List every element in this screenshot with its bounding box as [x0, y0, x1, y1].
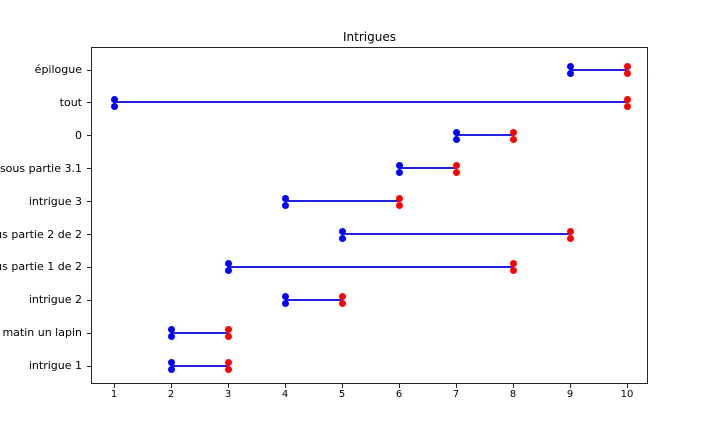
- end-marker-dot: [509, 267, 517, 275]
- x-tick-mark: [627, 384, 628, 388]
- end-marker-dot: [623, 63, 631, 70]
- start-marker-dot: [281, 194, 289, 202]
- y-tick-mark: [87, 332, 91, 334]
- start-marker-dot: [452, 135, 460, 143]
- start-marker-dot: [281, 201, 289, 209]
- interval-line: [399, 167, 456, 170]
- interval-line: [285, 298, 342, 301]
- end-marker-dot: [623, 102, 631, 110]
- x-tick-label: 3: [224, 389, 232, 400]
- interval-line: [171, 331, 228, 334]
- start-marker-dot: [281, 300, 289, 308]
- start-marker-dot: [110, 102, 118, 110]
- end-marker-dot: [338, 293, 346, 301]
- y-tick-label: intrigue 2: [28, 293, 82, 307]
- start-marker-dot: [167, 359, 175, 367]
- plot-area: [91, 47, 648, 384]
- y-tick-label: ous partie 2 de 2: [0, 227, 82, 241]
- y-tick-mark: [87, 201, 91, 203]
- start-marker-dot: [281, 293, 289, 301]
- x-tick-mark: [513, 384, 514, 388]
- start-marker-dot: [110, 95, 118, 103]
- x-tick-label: 10: [620, 389, 634, 400]
- end-marker-dot: [509, 128, 517, 136]
- x-tick-label: 6: [395, 389, 403, 400]
- end-marker-dot: [452, 161, 460, 169]
- chart-title: Intrigues: [343, 30, 396, 44]
- start-marker-dot: [167, 366, 175, 374]
- x-tick-mark: [285, 384, 286, 388]
- y-tick-mark: [87, 135, 91, 137]
- start-marker-dot: [566, 70, 574, 77]
- y-tick-mark: [87, 365, 91, 367]
- y-tick-label: intrigue 3: [28, 194, 82, 208]
- end-marker-dot: [623, 95, 631, 103]
- y-tick-mark: [87, 266, 91, 268]
- start-marker-dot: [167, 333, 175, 341]
- y-tick-label: sous partie 3.1: [0, 161, 82, 175]
- x-tick-mark: [399, 384, 400, 388]
- start-marker-dot: [395, 161, 403, 169]
- x-tick-label: 9: [566, 389, 574, 400]
- x-tick-mark: [114, 384, 115, 388]
- start-marker-dot: [452, 128, 460, 136]
- end-marker-dot: [509, 135, 517, 143]
- x-tick-mark: [228, 384, 229, 388]
- end-marker-dot: [395, 201, 403, 209]
- x-tick-label: 2: [167, 389, 175, 400]
- start-marker-dot: [167, 326, 175, 334]
- interval-line: [570, 68, 627, 71]
- x-tick-label: 8: [509, 389, 517, 400]
- y-tick-label: 0: [75, 128, 82, 142]
- start-marker-dot: [566, 63, 574, 70]
- x-tick-label: 7: [452, 389, 460, 400]
- x-tick-label: 5: [338, 389, 346, 400]
- end-marker-dot: [224, 366, 232, 374]
- start-marker-dot: [338, 234, 346, 242]
- x-tick-label: 4: [281, 389, 289, 400]
- y-tick-mark: [87, 168, 91, 170]
- y-tick-mark: [87, 102, 91, 104]
- interval-line: [342, 233, 570, 235]
- y-tick-mark: [87, 234, 91, 235]
- y-tick-mark: [87, 69, 91, 71]
- start-marker-dot: [395, 168, 403, 176]
- y-tick-label: ous partie 1 de 2: [0, 260, 82, 274]
- end-marker-dot: [224, 326, 232, 334]
- x-tick-mark: [570, 384, 571, 388]
- end-marker-dot: [566, 227, 574, 235]
- x-tick-label: 1: [110, 389, 118, 400]
- end-marker-dot: [224, 359, 232, 367]
- x-tick-mark: [456, 384, 457, 388]
- end-marker-dot: [338, 300, 346, 308]
- start-marker-dot: [224, 267, 232, 275]
- y-tick-label: e matin un lapin: [0, 326, 82, 340]
- end-marker-dot: [224, 333, 232, 341]
- end-marker-dot: [623, 70, 631, 77]
- end-marker-dot: [395, 194, 403, 202]
- start-marker-dot: [224, 260, 232, 268]
- end-marker-dot: [566, 234, 574, 242]
- x-tick-mark: [171, 384, 172, 388]
- interval-line: [171, 364, 228, 367]
- interval-line: [228, 265, 513, 268]
- x-tick-mark: [342, 384, 343, 388]
- y-tick-mark: [87, 299, 91, 301]
- end-marker-dot: [452, 168, 460, 176]
- y-tick-label: tout: [59, 95, 82, 109]
- start-marker-dot: [338, 227, 346, 235]
- end-marker-dot: [509, 260, 517, 268]
- interval-line: [114, 101, 627, 104]
- interval-line: [285, 200, 399, 203]
- interval-line: [456, 134, 513, 137]
- y-tick-label: épilogue: [34, 63, 82, 76]
- y-tick-label: intrigue 1: [28, 359, 82, 373]
